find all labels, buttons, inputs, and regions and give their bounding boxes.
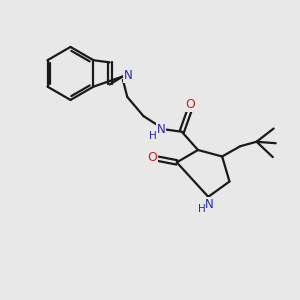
Text: H: H bbox=[198, 204, 206, 214]
Text: N: N bbox=[124, 69, 133, 82]
Text: H: H bbox=[149, 131, 157, 141]
Text: O: O bbox=[185, 98, 195, 111]
Text: N: N bbox=[157, 123, 166, 136]
Text: O: O bbox=[147, 151, 157, 164]
Text: N: N bbox=[205, 198, 213, 211]
